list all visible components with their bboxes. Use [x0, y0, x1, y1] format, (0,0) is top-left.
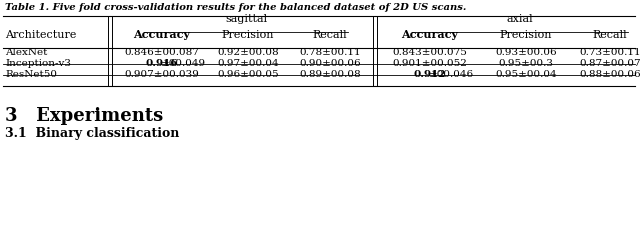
Text: 0.73±00.11: 0.73±00.11	[579, 48, 640, 57]
Text: Accuracy: Accuracy	[401, 29, 458, 40]
Text: 0.89±00.08: 0.89±00.08	[299, 70, 361, 79]
Text: 0.96±00.05: 0.96±00.05	[217, 70, 279, 79]
Text: 0.846±00.087: 0.846±00.087	[125, 48, 200, 57]
Text: Architecture: Architecture	[5, 30, 76, 40]
Text: 0.843±00.075: 0.843±00.075	[392, 48, 467, 57]
Text: 0.95±00.3: 0.95±00.3	[499, 59, 554, 68]
Text: ±00.046: ±00.046	[428, 70, 474, 79]
Text: 0.901±00.052: 0.901±00.052	[392, 59, 467, 68]
Text: 3   Experiments: 3 Experiments	[5, 107, 163, 125]
Text: Table 1. Five fold cross-validation results for the balanced dataset of 2D US sc: Table 1. Five fold cross-validation resu…	[5, 3, 467, 12]
Text: 0.916: 0.916	[146, 59, 179, 68]
Text: sagittal: sagittal	[225, 14, 267, 24]
Text: Inception-v3: Inception-v3	[5, 59, 71, 68]
Text: 3.1  Binary classification: 3.1 Binary classification	[5, 127, 179, 140]
Text: 0.907±00.039: 0.907±00.039	[125, 70, 200, 79]
Text: Precision: Precision	[500, 30, 552, 40]
Text: Precision: Precision	[221, 30, 275, 40]
Text: ResNet50: ResNet50	[5, 70, 57, 79]
Text: 0.95±00.04: 0.95±00.04	[495, 70, 557, 79]
Text: 0.88±00.06: 0.88±00.06	[579, 70, 640, 79]
Text: axial: axial	[507, 14, 533, 24]
Text: Recall: Recall	[593, 30, 627, 40]
Text: 0.912: 0.912	[413, 70, 446, 79]
Text: 0.90±00.06: 0.90±00.06	[299, 59, 361, 68]
Text: 0.92±00.08: 0.92±00.08	[217, 48, 279, 57]
Text: 0.78±00.11: 0.78±00.11	[299, 48, 361, 57]
Text: Recall: Recall	[313, 30, 348, 40]
Text: 0.97±00.04: 0.97±00.04	[217, 59, 279, 68]
Text: 0.87±00.07: 0.87±00.07	[579, 59, 640, 68]
Text: ±00.049: ±00.049	[161, 59, 205, 68]
Text: Accuracy: Accuracy	[134, 29, 191, 40]
Text: 0.93±00.06: 0.93±00.06	[495, 48, 557, 57]
Text: AlexNet: AlexNet	[5, 48, 47, 57]
